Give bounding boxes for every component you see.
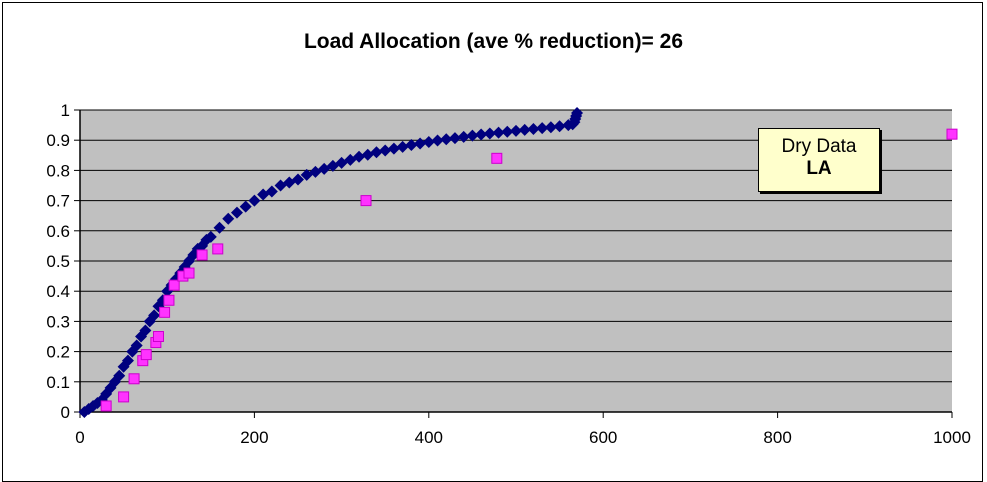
data-point	[527, 123, 540, 136]
y-tick-label: 0.4	[46, 282, 70, 301]
data-point	[536, 122, 549, 135]
data-point	[265, 185, 278, 198]
x-tick-label: 600	[589, 428, 617, 447]
data-point	[414, 137, 427, 150]
grid-lines	[80, 109, 952, 383]
x-tick-label: 1000	[933, 428, 971, 447]
data-point	[457, 130, 470, 143]
data-point	[396, 140, 409, 153]
data-point	[475, 128, 488, 141]
data-point	[553, 120, 566, 133]
data-point	[518, 123, 531, 136]
y-tick-label: 0.7	[46, 192, 70, 211]
y-axis-ticks: 0 0.1 0.2 0.3 0.4 0.5 0.6 0.7 0.8 0.9 1	[46, 101, 80, 422]
data-point	[239, 200, 252, 213]
chart-title: Load Allocation (ave % reduction)= 26	[303, 30, 684, 53]
x-tick-label: 400	[415, 428, 443, 447]
data-point	[431, 134, 444, 147]
data-point	[121, 354, 134, 367]
x-tick-label: 800	[763, 428, 791, 447]
data-point	[222, 212, 235, 225]
data-point	[118, 391, 130, 403]
data-point	[117, 360, 130, 373]
data-point	[360, 195, 372, 207]
y-tick-label: 0.2	[46, 343, 70, 362]
data-point	[139, 324, 152, 337]
data-point	[212, 243, 224, 255]
data-point	[130, 339, 143, 352]
data-point	[544, 121, 557, 134]
data-point	[230, 206, 243, 219]
data-point	[113, 369, 126, 382]
data-point	[213, 221, 226, 234]
y-tick-label: 0.3	[46, 312, 70, 331]
data-point	[100, 400, 112, 412]
data-point	[152, 331, 164, 342]
data-point	[510, 124, 522, 137]
data-point	[483, 127, 496, 140]
annotation-box: Dry Data LA	[758, 128, 880, 192]
data-point	[370, 146, 383, 159]
annotation-line-2: LA	[806, 158, 832, 179]
data-point	[163, 294, 175, 306]
data-point	[440, 133, 453, 146]
series-marks	[78, 107, 958, 418]
data-point	[422, 136, 435, 149]
data-point	[353, 150, 366, 163]
data-point	[405, 139, 418, 152]
data-point	[128, 373, 140, 385]
x-tick-label: 0	[75, 428, 84, 447]
series-2	[100, 128, 958, 412]
data-point	[571, 107, 584, 120]
y-tick-label: 0.9	[46, 131, 70, 150]
data-point	[361, 148, 374, 161]
data-point	[387, 142, 400, 155]
series-1	[78, 107, 584, 418]
data-point	[492, 126, 505, 139]
data-point	[379, 144, 392, 157]
data-point	[248, 194, 261, 207]
data-point	[491, 152, 503, 164]
data-point	[168, 279, 180, 291]
data-point	[159, 306, 171, 318]
data-point	[183, 267, 195, 279]
y-tick-label: 1	[61, 101, 70, 120]
data-point	[466, 129, 479, 142]
x-axis-ticks: 0 200 400 600 800 1000	[75, 412, 971, 447]
data-point	[204, 230, 217, 243]
y-tick-label: 0.8	[46, 161, 70, 180]
x-tick-label: 200	[240, 428, 268, 447]
data-point	[196, 249, 208, 261]
annotation-line-1: Dry Data	[781, 136, 857, 157]
y-tick-label: 0.1	[46, 373, 70, 392]
y-tick-label: 0	[61, 403, 70, 422]
y-tick-label: 0.5	[46, 252, 70, 271]
data-point	[448, 132, 461, 145]
y-tick-label: 0.6	[46, 222, 70, 241]
data-point	[292, 173, 304, 186]
data-point	[140, 349, 152, 361]
data-point	[946, 128, 958, 140]
data-point	[501, 125, 514, 138]
data-point	[148, 309, 161, 322]
